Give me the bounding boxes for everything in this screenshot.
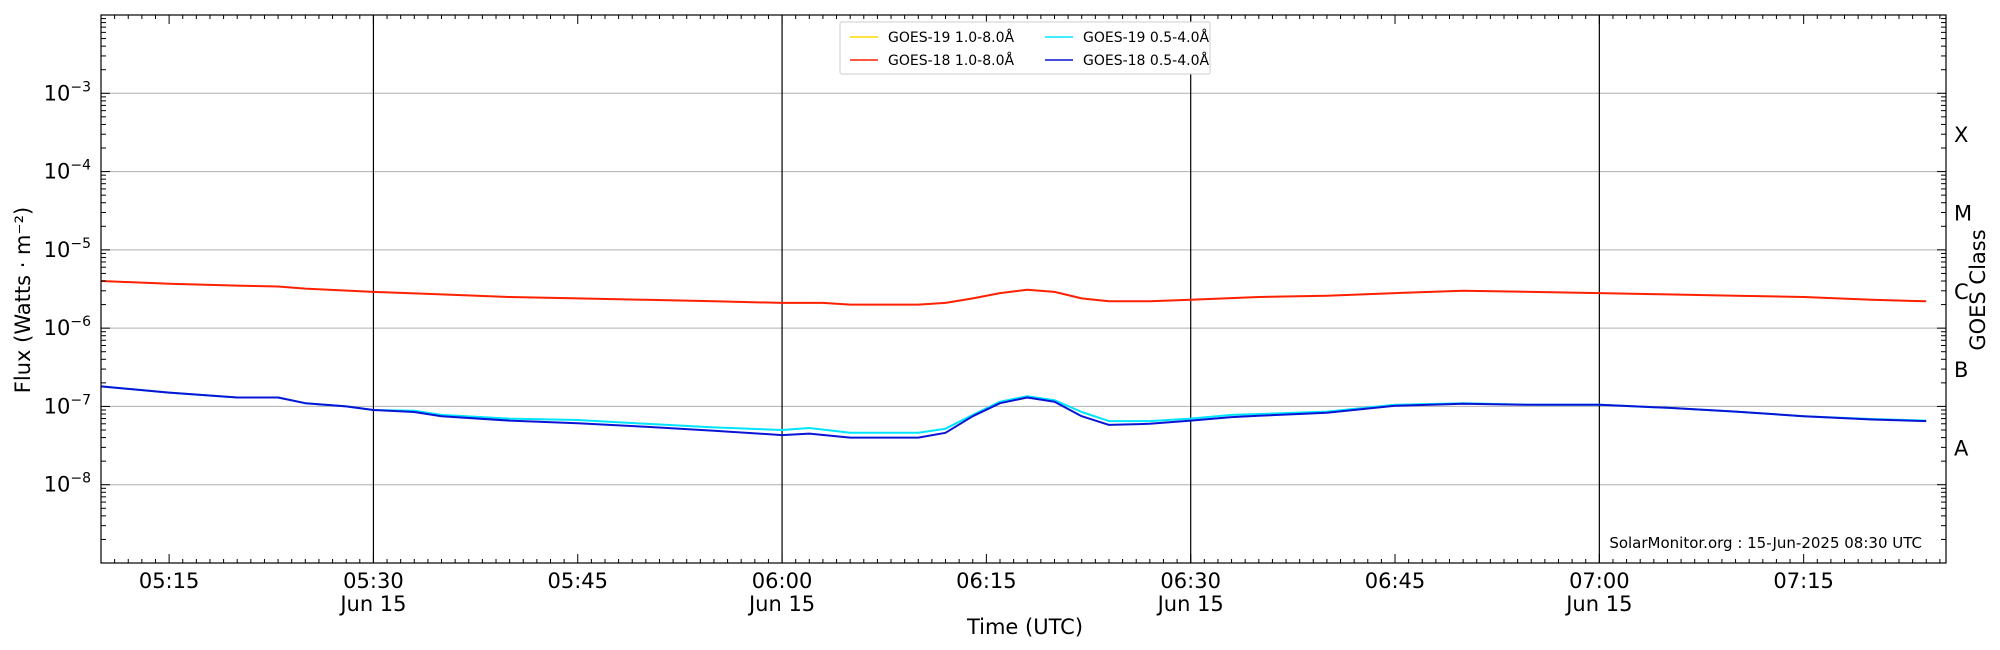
y-tick-label: 10−4 bbox=[44, 158, 91, 184]
y-axis-label: Flux (Watts · m⁻²) bbox=[11, 207, 35, 393]
legend-entry-label: GOES-18 0.5-4.0Å bbox=[1083, 52, 1209, 69]
series-layer bbox=[100, 280, 1927, 439]
x-axis-label: Time (UTC) bbox=[966, 615, 1083, 639]
goes-class-letter: B bbox=[1954, 358, 1968, 382]
grid-layer bbox=[101, 15, 1946, 563]
plot-frame bbox=[100, 14, 1947, 564]
legend-frame bbox=[839, 21, 1211, 75]
x-tick-label: 05:45 bbox=[547, 569, 608, 593]
y-tick-label: 10−7 bbox=[44, 392, 91, 418]
legend-entry-label: GOES-18 1.0-8.0Å bbox=[888, 52, 1014, 69]
series-line-4 bbox=[100, 385, 1927, 439]
y-tick-label: 10−6 bbox=[44, 314, 91, 340]
goes-class-label: GOES Class bbox=[1966, 229, 1990, 350]
x-tick-label: 06:45 bbox=[1365, 569, 1426, 593]
y-tick-label: 10−3 bbox=[44, 79, 91, 105]
axes-layer bbox=[100, 14, 1947, 564]
x-tick-date-label: Jun 15 bbox=[747, 592, 815, 616]
goes-class-letter: A bbox=[1954, 436, 1969, 460]
legend: GOES-19 1.0-8.0Å GOES-18 1.0-8.0Å GOES-19 … bbox=[839, 21, 1211, 75]
credit-text: SolarMonitor.org : 15-Jun-2025 08:30 UTC bbox=[1609, 534, 1922, 552]
legend-entry-label: GOES-19 0.5-4.0Å bbox=[1083, 29, 1209, 46]
x-tick-label: 07:00 bbox=[1569, 569, 1630, 593]
x-tick-date-label: Jun 15 bbox=[1564, 592, 1632, 616]
x-tick-date-label: Jun 15 bbox=[338, 592, 406, 616]
x-tick-label: 05:15 bbox=[139, 569, 200, 593]
x-tick-date-label: Jun 15 bbox=[1156, 592, 1224, 616]
x-tick-label: 06:15 bbox=[956, 569, 1017, 593]
x-tick-label: 06:30 bbox=[1160, 569, 1221, 593]
series-line-2 bbox=[100, 280, 1927, 306]
y-tick-label: 10−8 bbox=[44, 471, 91, 497]
goes-class-letter: M bbox=[1954, 202, 1972, 226]
goes-class-letter: X bbox=[1954, 123, 1968, 147]
legend-entry-label: GOES-19 1.0-8.0Å bbox=[888, 29, 1014, 46]
x-tick-label: 06:00 bbox=[752, 569, 813, 593]
goes-class-letter: C bbox=[1954, 280, 1969, 304]
x-tick-label: 05:30 bbox=[343, 569, 404, 593]
x-tick-label: 07:15 bbox=[1773, 569, 1834, 593]
y-tick-label: 10−5 bbox=[44, 236, 91, 262]
